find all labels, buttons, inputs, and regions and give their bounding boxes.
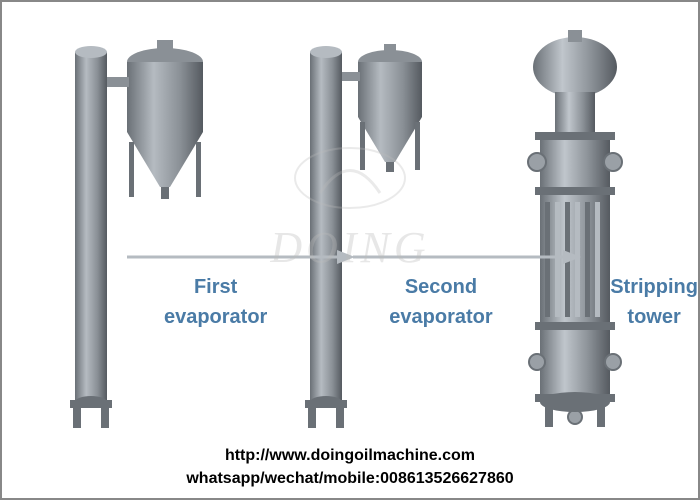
label-stripping-line2: tower	[627, 306, 680, 328]
arrow-1	[127, 242, 357, 272]
unit-first-evaporator: First evaporator	[12, 12, 237, 442]
footer-contact: whatsapp/wechat/mobile:008613526627860	[2, 468, 698, 490]
unit-second-evaporator: Second evaporator	[237, 12, 462, 442]
footer: http://www.doingoilmachine.com whatsapp/…	[2, 445, 698, 490]
second-evaporator-graphic	[250, 22, 450, 432]
arrow-2	[353, 242, 583, 272]
first-evaporator-graphic	[25, 22, 225, 432]
unit-stripping-tower: Stripping tower	[463, 12, 688, 442]
label-stripping-line1: Stripping	[610, 276, 698, 298]
label-first-line1: First	[194, 276, 237, 298]
stripping-tower-graphic	[475, 22, 675, 432]
equipment-stage: First evaporator	[12, 12, 688, 442]
footer-url: http://www.doingoilmachine.com	[2, 445, 698, 467]
label-stripping-tower: Stripping tower	[610, 272, 698, 332]
